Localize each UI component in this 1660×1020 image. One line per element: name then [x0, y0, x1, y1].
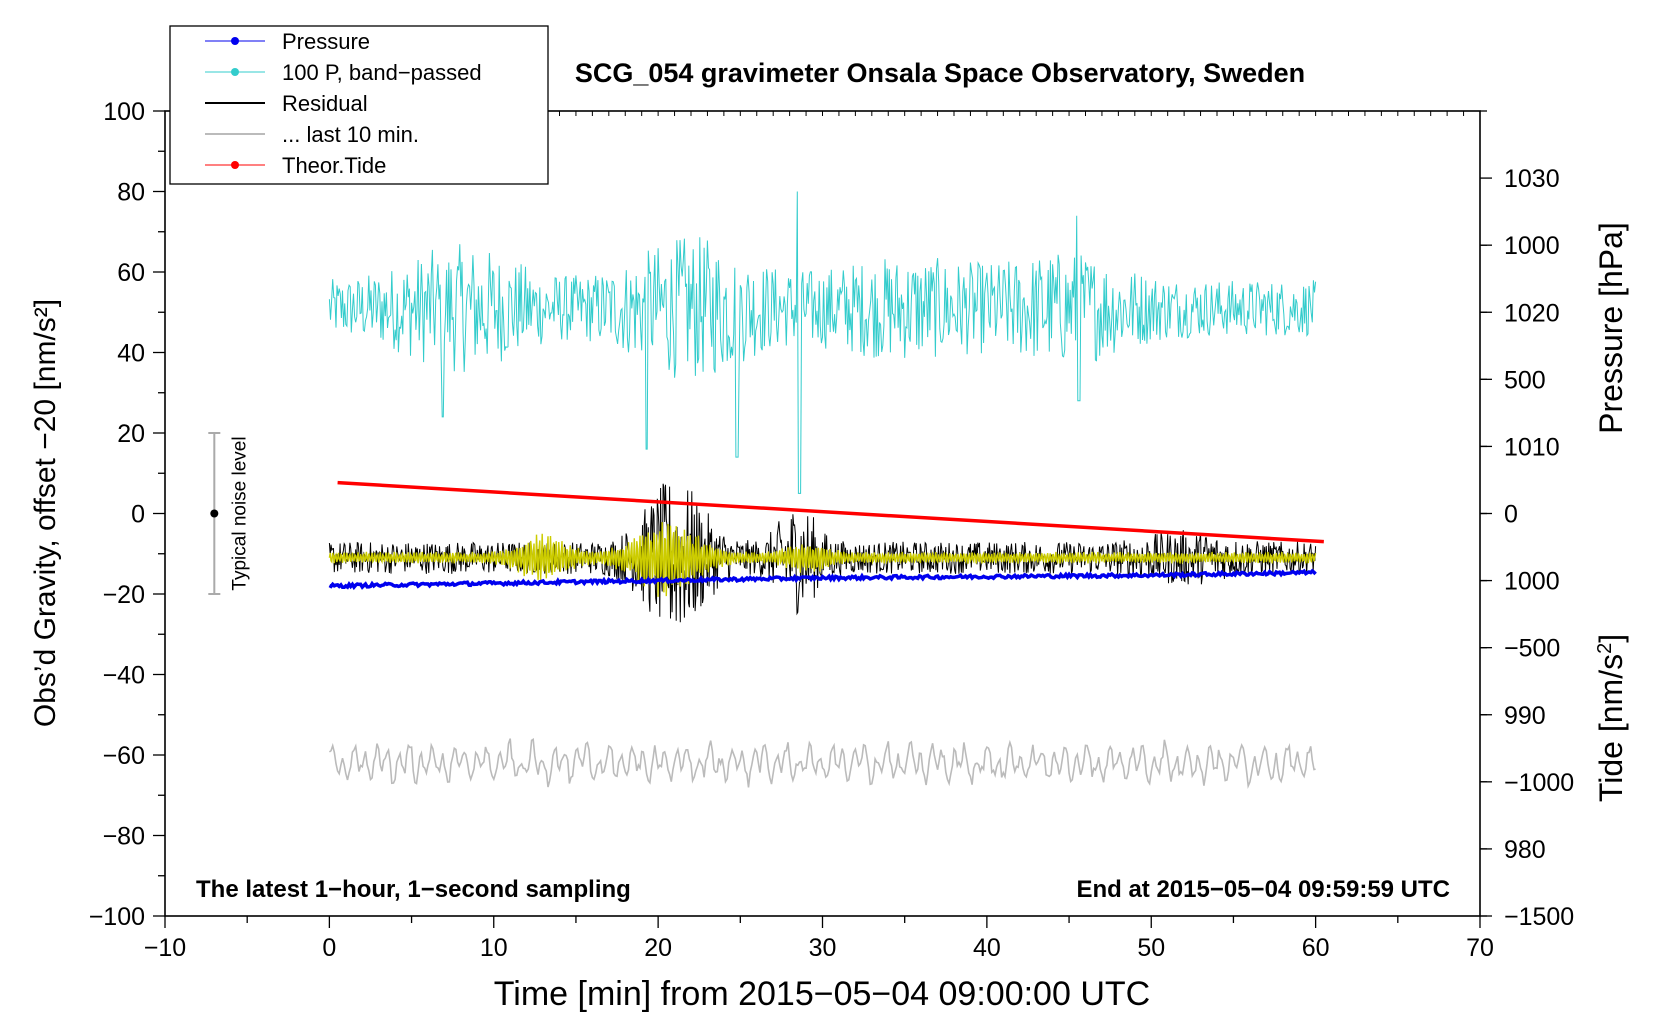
legend-label: ... last 10 min.: [282, 122, 419, 147]
legend-label: Theor.Tide: [282, 153, 386, 178]
y-pressure-tick-label: 1000: [1504, 568, 1560, 596]
legend-marker: [231, 68, 239, 76]
y-pressure-tick-label: 1020: [1504, 299, 1560, 327]
axes-layer: −10 0 10 20 30 40 50 60 70100806040200−20−40−60−…: [89, 98, 1575, 962]
y-pressure-tick-label: 990: [1504, 702, 1546, 730]
y-tide-tick-label: 500: [1504, 366, 1546, 394]
legend-marker: [231, 161, 239, 169]
y-tide-tick-label: −1000: [1504, 769, 1574, 797]
y-pressure-tick-label: 980: [1504, 836, 1546, 864]
y-left-tick-label: −100: [89, 903, 145, 931]
legend-marker: [231, 37, 239, 45]
y-left-tick-label: −20: [103, 581, 145, 609]
tide-label-close: ]: [1593, 634, 1629, 643]
tide-label-superscript: 2: [1594, 643, 1616, 654]
y-left-tick-label: −60: [103, 742, 145, 770]
x-tick-label: 40: [973, 934, 1001, 962]
legend: Pressure 100 P, band−passed Residual ... la…: [169, 25, 549, 185]
series-residual-smoothed: [328, 522, 1317, 597]
series-tide-line: [337, 480, 1324, 544]
y-tide-tick-label: 1000: [1504, 232, 1560, 260]
legend-label: 100 P, band−passed: [282, 60, 482, 85]
y-left-tick-label: 40: [117, 340, 145, 368]
x-tick-label: −10: [144, 934, 186, 962]
chart-title: SCG_054 gravimeter Onsala Space Observat…: [575, 58, 1305, 88]
x-tick-label: 70: [1466, 934, 1494, 962]
noise-bar-label: Typical noise level: [229, 436, 250, 590]
legend-label: Pressure: [282, 29, 370, 54]
x-tick-label: 20: [644, 934, 672, 962]
y-left-tick-label: 100: [103, 98, 145, 126]
series-pressure-line: [328, 568, 1317, 591]
noise-bar-dot: [210, 509, 219, 518]
y-left-tick-label: 60: [117, 259, 145, 287]
series-layer: Typical noise level: [208, 191, 1324, 789]
y-axis-label-tide: Tide [nm/s2]: [1593, 634, 1629, 802]
x-tick-label: 10: [480, 934, 508, 962]
legend-label: Residual: [282, 91, 368, 116]
y-pressure-tick-label: 1030: [1504, 165, 1560, 193]
y-tide-tick-label: −1500: [1504, 903, 1574, 931]
y-left-tick-label: 20: [117, 420, 145, 448]
y-tide-tick-label: 0: [1504, 501, 1518, 529]
annotation-left: The latest 1−hour, 1−second sampling: [196, 876, 631, 903]
legend-box: [169, 25, 549, 185]
series-residual-line: [328, 483, 1317, 623]
x-tick-label: 30: [809, 934, 837, 962]
x-axis-label: Time [min] from 2015−05−04 09:00:00 UTC: [494, 975, 1150, 1013]
y-left-tick-label: −40: [103, 662, 145, 690]
annotation-right: End at 2015−05−04 09:59:59 UTC: [1076, 876, 1450, 903]
x-tick-label: 0: [322, 934, 336, 962]
x-tick-label: 50: [1137, 934, 1165, 962]
tide-label-main: Tide [nm/s: [1593, 654, 1629, 802]
y-left-tick-label: 80: [117, 179, 145, 207]
series-last10-line: [328, 738, 1316, 789]
series-bandpassed-line: [328, 191, 1317, 494]
y-tide-tick-label: −500: [1504, 635, 1560, 663]
y-left-tick-label: −80: [103, 823, 145, 851]
y-axis-label-pressure: Pressure [hPa]: [1593, 222, 1629, 434]
x-tick-label: 60: [1302, 934, 1330, 962]
y-axis-label-left: Obs’d Gravity, offset −20 [nm/s²]: [29, 299, 62, 727]
y-left-tick-label: 0: [131, 501, 145, 529]
y-pressure-tick-label: 1010: [1504, 433, 1560, 461]
